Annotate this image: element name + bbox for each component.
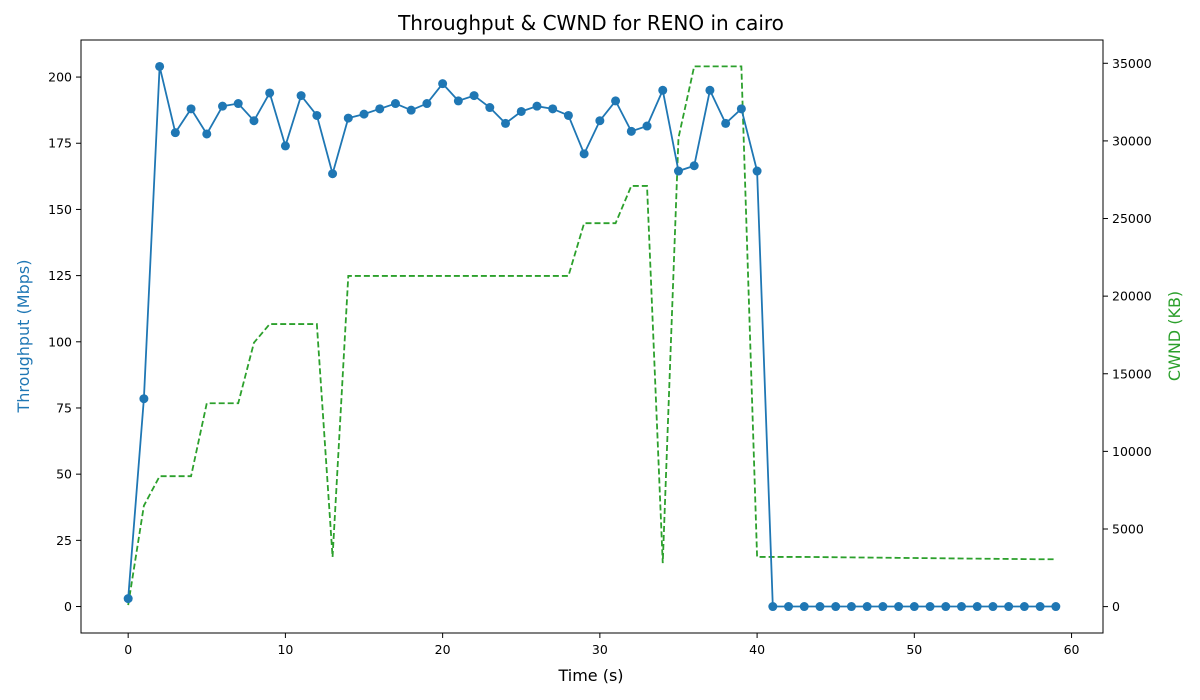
throughput-point: [375, 104, 385, 114]
throughput-point: [343, 113, 353, 123]
throughput-point: [1019, 602, 1029, 612]
throughput-point: [799, 602, 809, 612]
throughput-point: [658, 85, 668, 95]
y-axis-right-title: CWND (KB): [1165, 291, 1184, 381]
throughput-point: [501, 118, 511, 128]
y-right-tick-label: 10000: [1112, 444, 1152, 459]
throughput-point: [139, 394, 149, 404]
y-axis-left-title: Throughput (Mbps): [14, 260, 33, 414]
throughput-point: [909, 602, 919, 612]
throughput-point: [925, 602, 935, 612]
x-axis-title: Time (s): [557, 666, 623, 685]
throughput-point: [736, 104, 746, 114]
throughput-point: [705, 85, 715, 95]
y-left-tick-label: 125: [48, 268, 72, 283]
throughput-point: [673, 166, 683, 176]
x-tick-label: 20: [435, 642, 451, 657]
chart-title: Throughput & CWND for RENO in cairo: [397, 11, 784, 35]
x-tick-label: 10: [277, 642, 293, 657]
y-right-tick-label: 30000: [1112, 133, 1152, 148]
x-tick-label: 60: [1064, 642, 1080, 657]
x-tick-label: 50: [906, 642, 922, 657]
throughput-point: [328, 169, 338, 179]
throughput-point: [642, 121, 652, 131]
throughput-point: [296, 91, 306, 101]
throughput-point: [846, 602, 856, 612]
throughput-point: [956, 602, 966, 612]
plot-frame: [80, 39, 1104, 634]
throughput-point: [548, 104, 558, 114]
throughput-point: [768, 602, 778, 612]
throughput-point: [312, 110, 322, 120]
y-left-tick-label: 150: [48, 202, 72, 217]
plot-area: [123, 61, 1061, 612]
throughput-point: [123, 594, 133, 604]
throughput-point: [972, 602, 982, 612]
y-right-tick-label: 5000: [1112, 521, 1144, 536]
throughput-point: [453, 96, 463, 106]
throughput-point: [752, 166, 762, 176]
y-right-tick-label: 20000: [1112, 289, 1152, 304]
y-left-tick-label: 200: [48, 70, 72, 85]
throughput-point: [359, 109, 369, 119]
x-tick-label: 40: [749, 642, 765, 657]
x-tick-label: 30: [592, 642, 608, 657]
y-left-tick-label: 175: [48, 136, 72, 151]
y-left-tick-label: 50: [56, 467, 72, 482]
throughput-point: [579, 149, 589, 159]
throughput-point: [485, 103, 495, 113]
throughput-point: [233, 99, 243, 109]
throughput-point: [155, 61, 165, 71]
throughput-point: [595, 116, 605, 126]
throughput-series-line: [127, 66, 1056, 608]
throughput-point: [878, 602, 888, 612]
y-right-tick-label: 25000: [1112, 211, 1152, 226]
throughput-point: [831, 602, 841, 612]
throughput-point: [532, 101, 542, 111]
throughput-point: [894, 602, 904, 612]
x-tick-label: 0: [124, 642, 132, 657]
y-left-tick-label: 0: [64, 599, 72, 614]
y-left-tick-label: 100: [48, 334, 72, 349]
throughput-point: [1051, 602, 1061, 612]
throughput-point: [689, 161, 699, 171]
throughput-point: [406, 105, 416, 115]
throughput-point: [438, 79, 448, 89]
throughput-point: [422, 99, 432, 109]
axes: 0 10 20 30 40 50 60 0 25 50 75 100 125 150 175 200 0 5000…: [48, 56, 1152, 657]
throughput-point: [218, 101, 228, 111]
throughput-point: [784, 602, 794, 612]
throughput-point: [390, 99, 400, 109]
y-left-tick-label: 25: [56, 533, 72, 548]
throughput-point: [815, 602, 825, 612]
throughput-point: [626, 126, 636, 136]
y-left-tick-label: 75: [56, 400, 72, 415]
throughput-point: [1004, 602, 1014, 612]
throughput-point: [862, 602, 872, 612]
y-right-tick-label: 0: [1112, 599, 1120, 614]
throughput-point: [280, 141, 290, 151]
throughput-point: [721, 118, 731, 128]
throughput-point: [1035, 602, 1045, 612]
throughput-point: [941, 602, 951, 612]
throughput-point: [611, 96, 621, 106]
throughput-point: [265, 88, 275, 98]
throughput-point: [469, 91, 479, 101]
y-right-tick-label: 15000: [1112, 366, 1152, 381]
throughput-point: [988, 602, 998, 612]
cwnd-series-line: [127, 65, 1056, 606]
throughput-point: [516, 106, 526, 116]
throughput-point: [170, 128, 180, 138]
throughput-point: [186, 104, 196, 114]
throughput-point: [563, 110, 573, 120]
throughput-point: [249, 116, 259, 126]
y-right-tick-label: 35000: [1112, 56, 1152, 71]
throughput-point: [202, 129, 212, 139]
